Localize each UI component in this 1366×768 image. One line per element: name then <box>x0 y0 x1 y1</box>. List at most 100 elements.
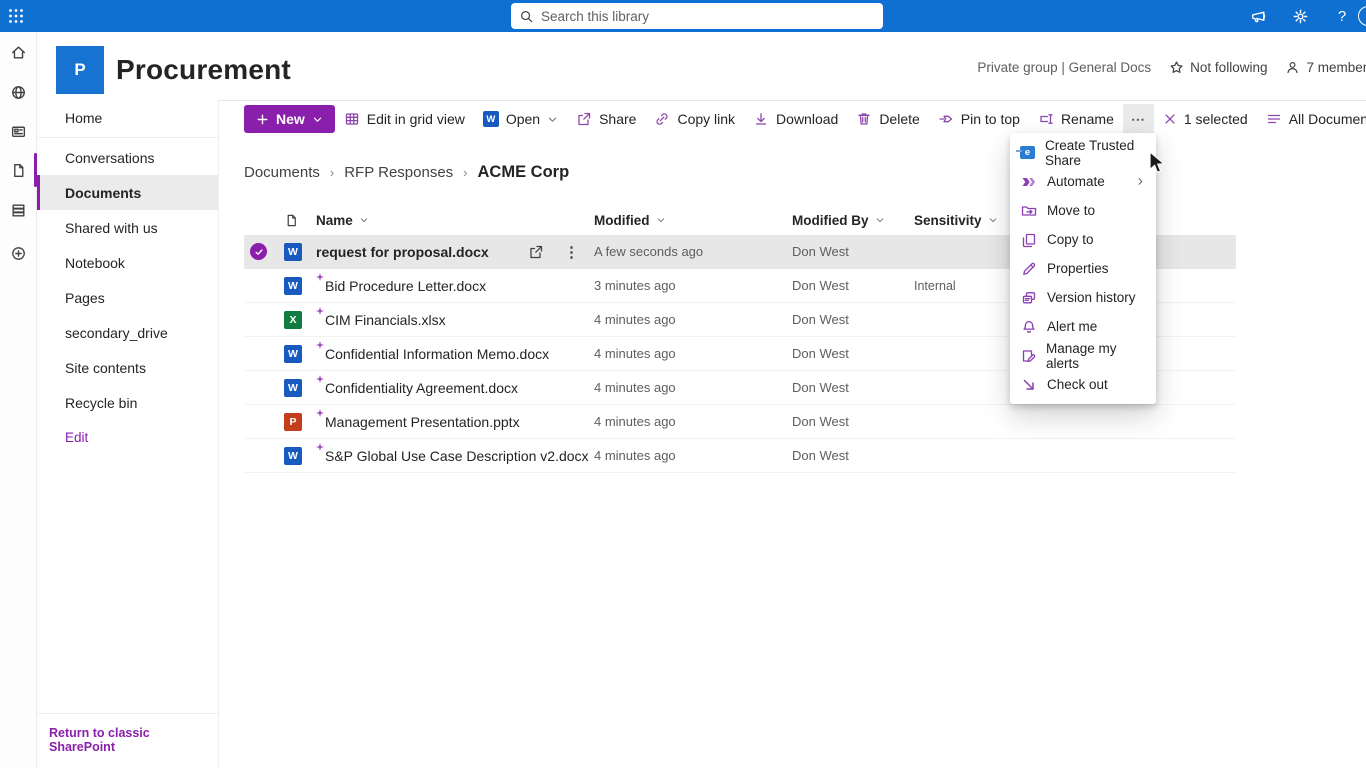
create-plus-icon[interactable] <box>0 237 37 269</box>
download-icon <box>753 111 769 127</box>
sidebar-item-recycle-bin[interactable]: Recycle bin <box>65 394 138 411</box>
user-avatar[interactable] <box>1358 6 1366 26</box>
check-out-arrow-icon <box>1020 377 1037 393</box>
sidebar-edit-link[interactable]: Edit <box>65 430 89 445</box>
modified-cell: 4 minutes ago <box>594 312 676 327</box>
suite-top-bar: ? <box>0 0 1366 32</box>
sidebar-nav: Home Conversations Documents Shared with… <box>37 100 219 768</box>
sidebar-item-shared-with-us[interactable]: Shared with us <box>65 219 158 236</box>
menu-item-copy-to[interactable]: Copy to <box>1010 225 1156 254</box>
menu-item-manage-my-alerts[interactable]: Manage my alerts <box>1010 341 1156 371</box>
share-icon <box>576 111 592 127</box>
column-header-modified[interactable]: Modified <box>594 213 792 228</box>
modified-cell: 3 minutes ago <box>594 278 676 293</box>
settings-gear-icon[interactable] <box>1290 6 1310 26</box>
modified-by-cell: Don West <box>792 312 849 327</box>
follow-button[interactable]: Not following <box>1169 60 1267 75</box>
menu-item-properties[interactable]: Properties <box>1010 254 1156 283</box>
clear-selection-button[interactable]: 1 selected <box>1154 104 1257 134</box>
row-more-actions-icon[interactable]: ⋮ <box>564 243 580 261</box>
members-button[interactable]: 7 members <box>1285 60 1366 75</box>
return-to-classic-link[interactable]: Return to classic SharePoint <box>49 726 150 754</box>
documents-rail-icon[interactable] <box>0 153 37 187</box>
word-file-icon: W <box>284 344 302 363</box>
table-row[interactable]: W Confidentiality Agreement.docx 4 minut… <box>244 371 1236 405</box>
table-row[interactable]: W S&P Global Use Case Description v2.doc… <box>244 439 1236 473</box>
row-share-icon[interactable] <box>528 244 564 260</box>
trusted-share-icon: e <box>1016 146 1035 159</box>
breadcrumb-separator: › <box>463 165 468 180</box>
version-history-icon <box>1020 290 1037 306</box>
site-header: P Procurement Private group | General Do… <box>0 32 1366 100</box>
menu-item-automate[interactable]: Automate <box>1010 167 1156 196</box>
new-button[interactable]: New <box>244 105 335 133</box>
view-lines-icon <box>1266 111 1282 127</box>
sidebar-item-secondary-drive[interactable]: secondary_drive <box>65 324 168 341</box>
home-icon[interactable] <box>0 36 37 68</box>
rename-button[interactable]: Rename <box>1029 104 1123 134</box>
copy-link-button[interactable]: Copy link <box>645 104 744 134</box>
sidebar-item-documents[interactable]: Documents <box>37 175 218 210</box>
sidebar-item-site-contents[interactable]: Site contents <box>65 359 146 376</box>
command-bar: New Edit in grid view W Open Share Copy … <box>219 101 1366 137</box>
modified-by-cell: Don West <box>792 244 849 259</box>
sensitivity-cell: Internal <box>914 278 956 293</box>
sidebar-item-pages[interactable]: Pages <box>65 289 105 306</box>
modified-cell: 4 minutes ago <box>594 380 676 395</box>
library-icon[interactable] <box>0 194 37 226</box>
new-item-spark-icon <box>316 340 324 349</box>
menu-item-create-trusted-share[interactable]: e Create Trusted Share <box>1010 138 1156 168</box>
column-header-name[interactable]: Name <box>316 213 594 228</box>
share-button[interactable]: Share <box>567 104 645 134</box>
row-selected-checkbox[interactable] <box>250 243 267 260</box>
menu-item-check-out[interactable]: Check out <box>1010 370 1156 399</box>
table-row[interactable]: W Bid Procedure Letter.docx 3 minutes ag… <box>244 269 1236 303</box>
delete-button[interactable]: Delete <box>847 104 928 134</box>
pencil-icon <box>1020 261 1037 277</box>
edit-in-grid-view-button[interactable]: Edit in grid view <box>335 104 474 134</box>
site-logo[interactable]: P <box>56 46 104 94</box>
sidebar-item-notebook[interactable]: Notebook <box>65 254 125 271</box>
modified-cell: 4 minutes ago <box>594 448 676 463</box>
table-row[interactable]: W Confidential Information Memo.docx 4 m… <box>244 337 1236 371</box>
breadcrumb-rfp-responses[interactable]: RFP Responses <box>344 164 454 181</box>
file-name[interactable]: Bid Procedure Letter.docx <box>325 277 487 294</box>
open-button[interactable]: W Open <box>474 104 567 134</box>
megaphone-icon[interactable] <box>1248 6 1268 26</box>
column-header-sensitivity[interactable]: Sensitivity <box>914 213 1236 228</box>
menu-item-move-to[interactable]: Move to <box>1010 196 1156 225</box>
globe-icon[interactable] <box>0 76 37 108</box>
file-name[interactable]: Confidentiality Agreement.docx <box>325 379 518 396</box>
search-input[interactable] <box>541 8 875 24</box>
close-x-icon <box>1163 112 1177 126</box>
library-search-box[interactable] <box>511 3 883 29</box>
column-header-modified-by[interactable]: Modified By <box>792 213 914 228</box>
file-name[interactable]: Confidential Information Memo.docx <box>325 345 550 362</box>
header-file-icon[interactable] <box>284 213 316 228</box>
link-icon <box>654 111 670 127</box>
more-commands-button[interactable]: ⋯ <box>1122 104 1154 134</box>
pin-to-top-button[interactable]: Pin to top <box>929 104 1029 134</box>
word-file-icon: W <box>284 242 302 261</box>
chevron-down-icon <box>313 117 321 122</box>
app-launcher-waffle-icon[interactable] <box>0 0 32 32</box>
file-name[interactable]: request for proposal.docx <box>316 243 489 260</box>
breadcrumb-documents[interactable]: Documents <box>244 164 320 181</box>
menu-item-version-history[interactable]: Version history <box>1010 283 1156 312</box>
view-selector-button[interactable]: All Documents* <box>1257 104 1366 134</box>
file-name[interactable]: S&P Global Use Case Description v2.docx <box>325 447 589 464</box>
table-row[interactable]: P Management Presentation.pptx 4 minutes… <box>244 405 1236 439</box>
news-icon[interactable] <box>0 115 37 147</box>
sidebar-item-home[interactable]: Home <box>65 109 103 126</box>
help-icon[interactable]: ? <box>1337 7 1347 25</box>
download-button[interactable]: Download <box>744 104 847 134</box>
menu-item-alert-me[interactable]: Alert me <box>1010 312 1156 341</box>
new-item-spark-icon <box>316 272 324 281</box>
powerpoint-file-icon: P <box>284 412 302 431</box>
file-name[interactable]: Management Presentation.pptx <box>325 413 520 430</box>
table-row[interactable]: X CIM Financials.xlsx 4 minutes ago Don … <box>244 303 1236 337</box>
file-name[interactable]: CIM Financials.xlsx <box>325 311 446 328</box>
main-content: New Edit in grid view W Open Share Copy … <box>219 100 1366 768</box>
new-item-spark-icon <box>316 442 324 451</box>
sidebar-item-conversations[interactable]: Conversations <box>65 149 155 166</box>
